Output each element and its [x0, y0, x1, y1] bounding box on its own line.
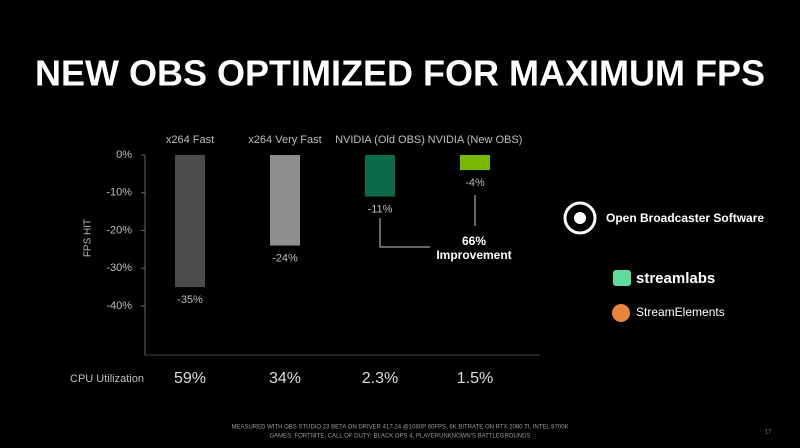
- cpu-value: 59%: [174, 370, 206, 387]
- value-label: -24%: [272, 252, 298, 264]
- streamelements-logo: [612, 304, 630, 322]
- obs-logo: [563, 201, 597, 235]
- y-tick-label: -30%: [106, 262, 132, 274]
- slide-title: NEW OBS OPTIMIZED FOR MAXIMUM FPS: [35, 53, 765, 94]
- logo-text: StreamElements: [636, 305, 725, 319]
- cpu-value: 1.5%: [457, 370, 493, 387]
- bar: [270, 155, 300, 246]
- footer: GAMES: FORTNITE, CALL OF DUTY: BLACK OPS…: [270, 434, 531, 440]
- cpu-label: CPU Utilization: [70, 373, 144, 385]
- annotation-line: [379, 218, 430, 248]
- y-tick-label: -40%: [106, 300, 132, 312]
- value-label: -35%: [177, 294, 203, 306]
- cpu-value: 34%: [269, 370, 301, 387]
- value-label: -11%: [368, 203, 393, 215]
- logo-text: Open Broadcaster Software: [606, 211, 764, 225]
- y-axis-label: FPS HIT: [83, 219, 94, 257]
- footer: MEASURED WITH OBS STUDIO 23 BETA ON DRIV…: [231, 425, 568, 431]
- streamlabs-logo: [613, 270, 631, 286]
- page-number: 17: [765, 430, 772, 436]
- bar: [175, 155, 205, 288]
- bar: [460, 155, 490, 171]
- annotation: 66%: [462, 234, 486, 248]
- y-tick-label: -10%: [106, 187, 132, 199]
- y-tick-label: -20%: [106, 224, 132, 236]
- category-label: NVIDIA (Old OBS): [335, 134, 425, 146]
- value-label: -4%: [465, 177, 485, 189]
- y-tick-label: 0%: [116, 149, 132, 161]
- category-label: x264 Very Fast: [248, 134, 321, 146]
- obs-logo: [574, 212, 586, 224]
- cpu-value: 2.3%: [362, 370, 398, 387]
- logo-text: streamlabs: [636, 270, 715, 287]
- category-label: x264 Fast: [166, 134, 214, 146]
- annotation: Improvement: [436, 248, 511, 262]
- category-label: NVIDIA (New OBS): [428, 134, 523, 146]
- bar: [365, 155, 395, 197]
